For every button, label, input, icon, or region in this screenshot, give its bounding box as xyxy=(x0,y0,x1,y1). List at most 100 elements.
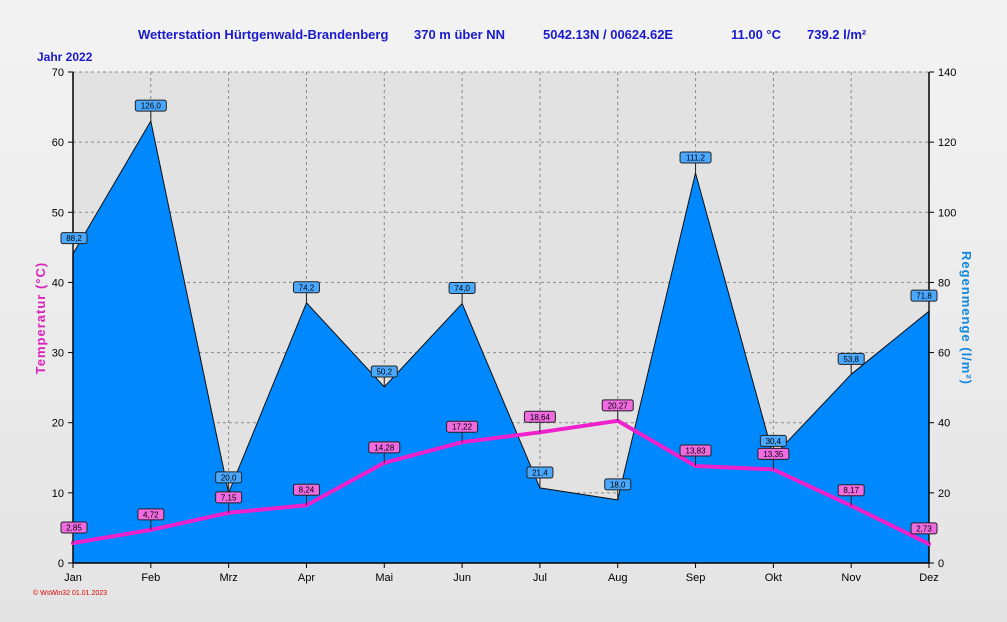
temperature-data-label-text: 13,35 xyxy=(763,450,784,459)
rain-data-label-text: 111,2 xyxy=(686,154,705,163)
temperature-data-label: 2,85 xyxy=(60,521,88,544)
temperature-data-label-text: 7,15 xyxy=(221,493,237,502)
station-coordinates: 5042.13N / 00624.62E xyxy=(543,27,674,42)
y-tick-left-label: 20 xyxy=(52,418,64,430)
y-tick-left-label: 30 xyxy=(52,348,64,360)
temperature-data-label-box xyxy=(137,508,165,521)
rain-data-label-text: 20,0 xyxy=(221,473,237,482)
rain-data-label: 126,0 xyxy=(134,99,167,122)
rain-data-label-text: 21,4 xyxy=(532,468,548,477)
y-tick-right-label: 40 xyxy=(938,418,950,430)
y-tick-right-label: 100 xyxy=(938,207,956,219)
software-footer: © WsWin32 01.01.2023 xyxy=(33,590,108,597)
y-tick-right-label: 20 xyxy=(938,488,950,500)
rain-data-label-text: 71,8 xyxy=(916,292,932,301)
x-tick-label: Jan xyxy=(64,572,82,584)
temperature-data-label-text: 13,83 xyxy=(686,446,707,455)
rain-data-label-text: 126,0 xyxy=(141,102,162,111)
station-name: Wetterstation Hürtgenwald-Brandenberg xyxy=(138,27,389,42)
rain-data-label-box xyxy=(604,478,632,491)
rain-data-label-box xyxy=(910,289,938,302)
rain-data-label: 50,2 xyxy=(370,365,398,387)
temperature-data-label-box xyxy=(837,484,865,497)
y-tick-right-label: 120 xyxy=(938,137,956,149)
y-tick-right-label: 60 xyxy=(938,348,950,360)
y-tick-left-label: 50 xyxy=(52,207,64,219)
temperature-line xyxy=(71,418,931,546)
rain-data-label-box xyxy=(448,281,476,294)
temperature-data-label-text: 2,73 xyxy=(916,524,932,533)
x-tick-label: Okt xyxy=(765,572,782,584)
rain-data-label-text: 74,2 xyxy=(299,283,315,292)
temperature-data-label-box xyxy=(910,522,938,535)
y-tick-left-label: 60 xyxy=(52,137,64,149)
temperature-data-label-box xyxy=(757,447,790,460)
year-label: Jahr 2022 xyxy=(37,50,93,64)
y-tick-left-label: 0 xyxy=(58,558,64,570)
x-tick-label: Mai xyxy=(375,572,393,584)
mean-temperature: 11.00 °C xyxy=(731,27,782,42)
axes: 0 10 20 30 40 50 60 70 0 20 40 60 80 100 120 140 Jan Feb M… xyxy=(52,67,957,584)
rain-data-label: 88,2 xyxy=(60,232,88,254)
temperature-data-label-box xyxy=(679,444,712,457)
rain-data-label-text: 53,8 xyxy=(843,355,859,364)
rain-data-label-text: 50,2 xyxy=(376,367,392,376)
rain-data-label-box xyxy=(370,365,398,378)
y-axis-label-right: Regenmenge (l/m²) xyxy=(959,251,974,385)
rain-data-label: 20,0 xyxy=(215,471,243,493)
rain-data-label-box xyxy=(526,466,554,479)
temperature-data-label: 20,27 xyxy=(601,399,634,421)
rain-data-label-text: 74,0 xyxy=(454,284,470,293)
x-tick-label: Jul xyxy=(533,572,547,584)
temperature-data-label: 13,35 xyxy=(757,447,790,470)
rain-data-label-box xyxy=(679,151,712,164)
x-tick-label: Dez xyxy=(919,572,939,584)
temperature-data-label-text: 20,27 xyxy=(608,401,629,410)
temperature-data-label-text: 4,72 xyxy=(143,510,159,519)
rain-data-label-box xyxy=(134,99,167,112)
temperature-data-label: 7,15 xyxy=(215,491,243,513)
x-tick-label: Nov xyxy=(841,572,861,584)
y-tick-left-label: 40 xyxy=(52,277,64,289)
rain-data-label: 74,2 xyxy=(292,281,320,303)
temperature-data-label: 17,22 xyxy=(446,420,479,443)
station-altitude: 370 m über NN xyxy=(414,27,506,42)
temperature-data-label-box xyxy=(601,399,634,412)
rain-data-label-box xyxy=(837,352,865,365)
rain-data-label-box xyxy=(215,471,243,484)
rain-data-label: 111,2 xyxy=(679,151,712,174)
temperature-data-label-text: 17,22 xyxy=(452,423,473,432)
x-tick-label: Aug xyxy=(608,572,628,584)
rain-data-label-text: 88,2 xyxy=(66,234,82,243)
temperature-data-label-text: 2,85 xyxy=(66,524,82,533)
temperature-data-label: 13,83 xyxy=(679,444,712,466)
rain-data-label: 71,8 xyxy=(910,289,938,312)
total-rainfall: 739.2 l/m² xyxy=(807,27,867,42)
rain-data-label: 18,0 xyxy=(604,478,632,500)
y-tick-left-label: 70 xyxy=(52,67,64,79)
temperature-data-label-text: 18,64 xyxy=(530,413,551,422)
y-tick-right-label: 0 xyxy=(938,558,944,570)
rain-data-label: 74,0 xyxy=(448,281,476,304)
rain-data-label-box xyxy=(292,281,320,294)
temperature-data-label-box xyxy=(523,410,556,423)
temperature-data-label-text: 8,24 xyxy=(299,486,315,495)
x-tick-label: Sep xyxy=(686,572,706,584)
temperature-data-label-box xyxy=(368,441,401,454)
rain-data-label: 53,8 xyxy=(837,352,865,375)
temperature-data-label: 4,72 xyxy=(137,508,165,530)
temperature-data-label: 8,24 xyxy=(292,483,320,506)
x-tick-label: Jun xyxy=(453,572,471,584)
temperature-data-label-text: 14,28 xyxy=(374,443,395,452)
temperature-data-label-text: 8,17 xyxy=(843,486,859,495)
temperature-data-label-box xyxy=(292,483,320,496)
temperature-data-label-box xyxy=(446,420,479,433)
temperature-data-label: 8,17 xyxy=(837,484,865,506)
y-axis-label-left: Temperatur (°C) xyxy=(33,262,48,374)
y-tick-right-label: 140 xyxy=(938,67,956,79)
rain-data-label-box xyxy=(60,232,88,245)
x-tick-label: Feb xyxy=(141,572,160,584)
x-tick-label: Apr xyxy=(298,572,315,584)
